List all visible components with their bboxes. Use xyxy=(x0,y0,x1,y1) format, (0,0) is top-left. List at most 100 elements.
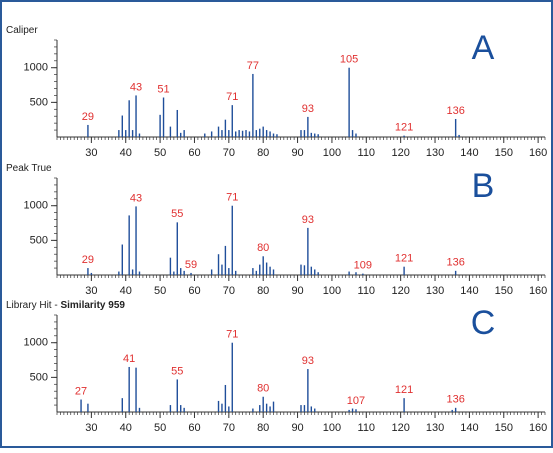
peak xyxy=(262,396,264,412)
peak xyxy=(252,408,254,412)
peak xyxy=(131,269,134,275)
peak xyxy=(300,130,302,137)
peak xyxy=(300,405,302,412)
y-tick-label: 500 xyxy=(30,96,48,108)
peak xyxy=(162,97,165,137)
peak-label: 136 xyxy=(446,257,464,269)
peak xyxy=(276,134,278,137)
peak-label: 71 xyxy=(226,91,238,103)
peak xyxy=(87,403,89,412)
x-tick-label: 80 xyxy=(257,285,269,297)
x-tick-label: 50 xyxy=(154,285,166,297)
peak xyxy=(169,257,172,275)
peak xyxy=(224,384,227,412)
peak-label: 136 xyxy=(446,105,464,117)
peak xyxy=(307,116,309,137)
peak xyxy=(262,256,264,275)
y-tick-label: 1000 xyxy=(24,200,48,212)
y-tick-label: 500 xyxy=(30,234,48,246)
peak-label: 55 xyxy=(171,208,183,220)
peak xyxy=(118,271,120,275)
peak xyxy=(451,409,453,412)
peak-label: 43 xyxy=(130,81,142,93)
panel-title: Caliper xyxy=(6,25,38,36)
peak xyxy=(355,133,357,137)
peak xyxy=(231,205,233,275)
peak xyxy=(169,405,172,412)
peak xyxy=(269,266,271,275)
peak xyxy=(210,269,213,275)
x-tick-label: 60 xyxy=(188,422,200,434)
title-text: Library Hit - xyxy=(6,300,60,311)
peak xyxy=(80,399,82,412)
peak xyxy=(135,367,137,412)
peak xyxy=(255,270,258,275)
peak xyxy=(314,408,316,412)
peak xyxy=(135,206,137,275)
peak xyxy=(176,222,178,275)
peak xyxy=(272,401,275,412)
peak xyxy=(269,131,271,137)
peak xyxy=(351,408,354,412)
peak-label: 121 xyxy=(395,122,413,134)
peak xyxy=(231,105,233,137)
x-tick-label: 150 xyxy=(495,285,513,297)
peak-label: 51 xyxy=(157,83,169,95)
peak xyxy=(221,130,223,137)
x-tick-label: 100 xyxy=(323,422,341,434)
x-tick-label: 160 xyxy=(529,147,547,159)
peak xyxy=(303,130,306,137)
peak-label: 107 xyxy=(347,395,365,407)
peak xyxy=(458,134,460,137)
peak xyxy=(317,272,319,275)
peak xyxy=(228,406,230,412)
x-tick-label: 120 xyxy=(391,285,409,297)
peak xyxy=(265,262,268,275)
x-tick-label: 140 xyxy=(460,422,478,434)
peak xyxy=(118,130,120,137)
peak xyxy=(128,100,130,137)
x-tick-label: 110 xyxy=(358,285,376,297)
peak xyxy=(231,342,233,412)
peak xyxy=(235,131,237,137)
peak-label: 71 xyxy=(226,192,238,204)
x-tick-label: 30 xyxy=(85,147,97,159)
peak-label: 71 xyxy=(226,329,238,341)
peak xyxy=(131,130,134,137)
y-tick-label: 1000 xyxy=(24,62,48,74)
peak xyxy=(87,268,89,275)
x-tick-label: 50 xyxy=(154,147,166,159)
peak xyxy=(204,133,206,137)
peak xyxy=(245,130,247,137)
x-tick-label: 140 xyxy=(460,147,478,159)
peak xyxy=(128,366,130,412)
peak-label: 80 xyxy=(257,242,269,254)
peak-label: 80 xyxy=(257,383,269,395)
peak xyxy=(121,244,123,275)
peak xyxy=(221,403,223,412)
x-tick-label: 70 xyxy=(223,422,235,434)
peak xyxy=(138,407,141,412)
peak xyxy=(454,270,457,275)
title-text: Caliper xyxy=(6,25,38,36)
panel-label: B xyxy=(472,167,495,205)
peak xyxy=(221,264,223,275)
x-tick-label: 130 xyxy=(426,147,444,159)
x-tick-label: 110 xyxy=(358,147,376,159)
peak xyxy=(454,118,457,137)
peak xyxy=(255,130,258,137)
peak xyxy=(262,126,264,137)
peak xyxy=(183,407,185,412)
x-tick-label: 70 xyxy=(223,285,235,297)
x-tick-label: 80 xyxy=(257,147,269,159)
title-emphasis: Similarity 959 xyxy=(60,300,125,311)
y-tick-label: 1000 xyxy=(24,337,48,349)
peak-label: 121 xyxy=(395,384,413,396)
peak xyxy=(310,132,313,137)
peak xyxy=(217,400,220,412)
peak-label: 29 xyxy=(82,254,94,266)
peak xyxy=(135,95,137,137)
peak xyxy=(128,215,130,275)
peak xyxy=(252,73,254,137)
